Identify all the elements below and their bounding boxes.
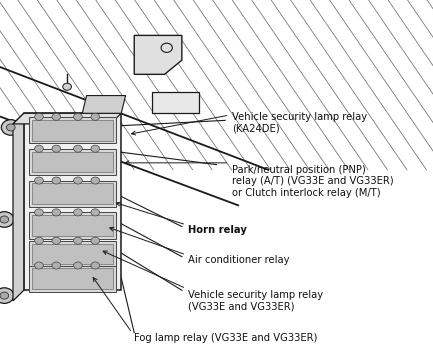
Text: Horn relay: Horn relay: [188, 225, 247, 235]
Circle shape: [52, 209, 61, 216]
Text: Fog lamp relay (VG33E and VG33ER): Fog lamp relay (VG33E and VG33ER): [134, 333, 317, 343]
Circle shape: [52, 237, 61, 244]
Circle shape: [52, 262, 61, 269]
Polygon shape: [152, 92, 199, 113]
Polygon shape: [32, 268, 113, 289]
Circle shape: [35, 262, 43, 269]
Circle shape: [52, 177, 61, 184]
Polygon shape: [24, 113, 121, 290]
Text: Vehicle security lamp relay
(VG33E and VG33ER): Vehicle security lamp relay (VG33E and V…: [188, 290, 323, 312]
Circle shape: [0, 216, 9, 223]
Circle shape: [74, 209, 82, 216]
Text: Air conditioner relay: Air conditioner relay: [188, 255, 290, 265]
Circle shape: [35, 177, 43, 184]
Circle shape: [91, 262, 100, 269]
Polygon shape: [82, 96, 126, 113]
Circle shape: [35, 209, 43, 216]
Polygon shape: [29, 266, 116, 292]
Polygon shape: [32, 244, 113, 264]
Circle shape: [0, 288, 14, 303]
Circle shape: [74, 177, 82, 184]
Polygon shape: [32, 215, 113, 236]
Polygon shape: [134, 35, 182, 74]
Circle shape: [35, 113, 43, 120]
Polygon shape: [29, 117, 116, 143]
Circle shape: [35, 145, 43, 152]
Circle shape: [74, 145, 82, 152]
Circle shape: [74, 237, 82, 244]
Polygon shape: [13, 113, 24, 301]
Circle shape: [74, 262, 82, 269]
Circle shape: [0, 292, 9, 299]
Circle shape: [91, 209, 100, 216]
Polygon shape: [29, 241, 116, 267]
Circle shape: [35, 237, 43, 244]
Text: Vehicle security lamp relay
(KA24DE): Vehicle security lamp relay (KA24DE): [232, 112, 367, 133]
Circle shape: [74, 113, 82, 120]
Circle shape: [91, 237, 100, 244]
Polygon shape: [32, 120, 113, 141]
Circle shape: [6, 124, 15, 131]
Circle shape: [0, 212, 14, 227]
Polygon shape: [29, 181, 116, 207]
Circle shape: [91, 177, 100, 184]
Circle shape: [91, 113, 100, 120]
Polygon shape: [32, 152, 113, 172]
Polygon shape: [29, 212, 116, 239]
Polygon shape: [29, 149, 116, 175]
Circle shape: [63, 83, 71, 90]
Polygon shape: [32, 183, 113, 204]
Circle shape: [52, 113, 61, 120]
Circle shape: [91, 145, 100, 152]
Text: Park/neutral position (PNP)
relay (A/T) (VG33E and VG33ER)
or Clutch interlock r: Park/neutral position (PNP) relay (A/T) …: [232, 165, 393, 198]
Circle shape: [52, 145, 61, 152]
Polygon shape: [13, 113, 121, 124]
Circle shape: [1, 120, 20, 135]
